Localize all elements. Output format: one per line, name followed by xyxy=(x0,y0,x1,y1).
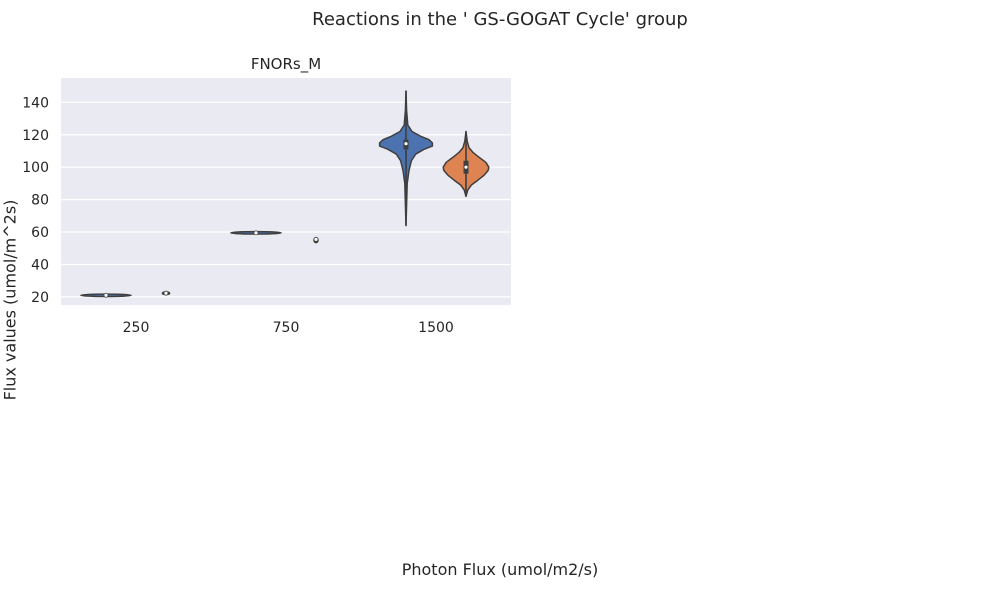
y-tick-labels: 20 40 60 80 100 120 140 xyxy=(22,95,49,306)
panel-title: FNORs_M xyxy=(251,55,321,74)
axes-background xyxy=(61,78,511,305)
violin-1-1500 xyxy=(378,90,434,227)
violin-median xyxy=(253,230,259,236)
violin-2-1500 xyxy=(442,130,490,198)
grid-lines xyxy=(61,101,511,298)
y-tick-label: 20 xyxy=(31,290,49,306)
y-tick-label: 140 xyxy=(22,95,49,111)
x-axis-label: Photon Flux (umol/m2/s) xyxy=(401,560,599,579)
violin-1-250 xyxy=(80,292,132,298)
y-tick-label: 80 xyxy=(31,193,49,209)
violin-median xyxy=(313,236,319,242)
violin-median xyxy=(403,141,409,147)
y-tick-label: 60 xyxy=(31,225,49,241)
x-tick-label: 750 xyxy=(273,320,300,336)
x-tick-label: 1500 xyxy=(418,320,454,336)
violin-median xyxy=(103,292,109,298)
y-tick-label: 40 xyxy=(31,257,49,273)
violin-2-750 xyxy=(313,236,319,244)
violin-median xyxy=(463,164,469,170)
x-tick-labels: 250 750 1500 xyxy=(123,320,454,336)
violins xyxy=(80,90,490,298)
violin-2-250 xyxy=(161,290,171,296)
figure-title: Reactions in the ' GS-GOGAT Cycle' group xyxy=(312,9,688,30)
violin-median xyxy=(163,290,169,296)
violin-1-750 xyxy=(230,230,282,236)
y-tick-label: 100 xyxy=(22,160,49,176)
y-tick-label: 120 xyxy=(22,128,49,144)
x-tick-label: 250 xyxy=(123,320,150,336)
